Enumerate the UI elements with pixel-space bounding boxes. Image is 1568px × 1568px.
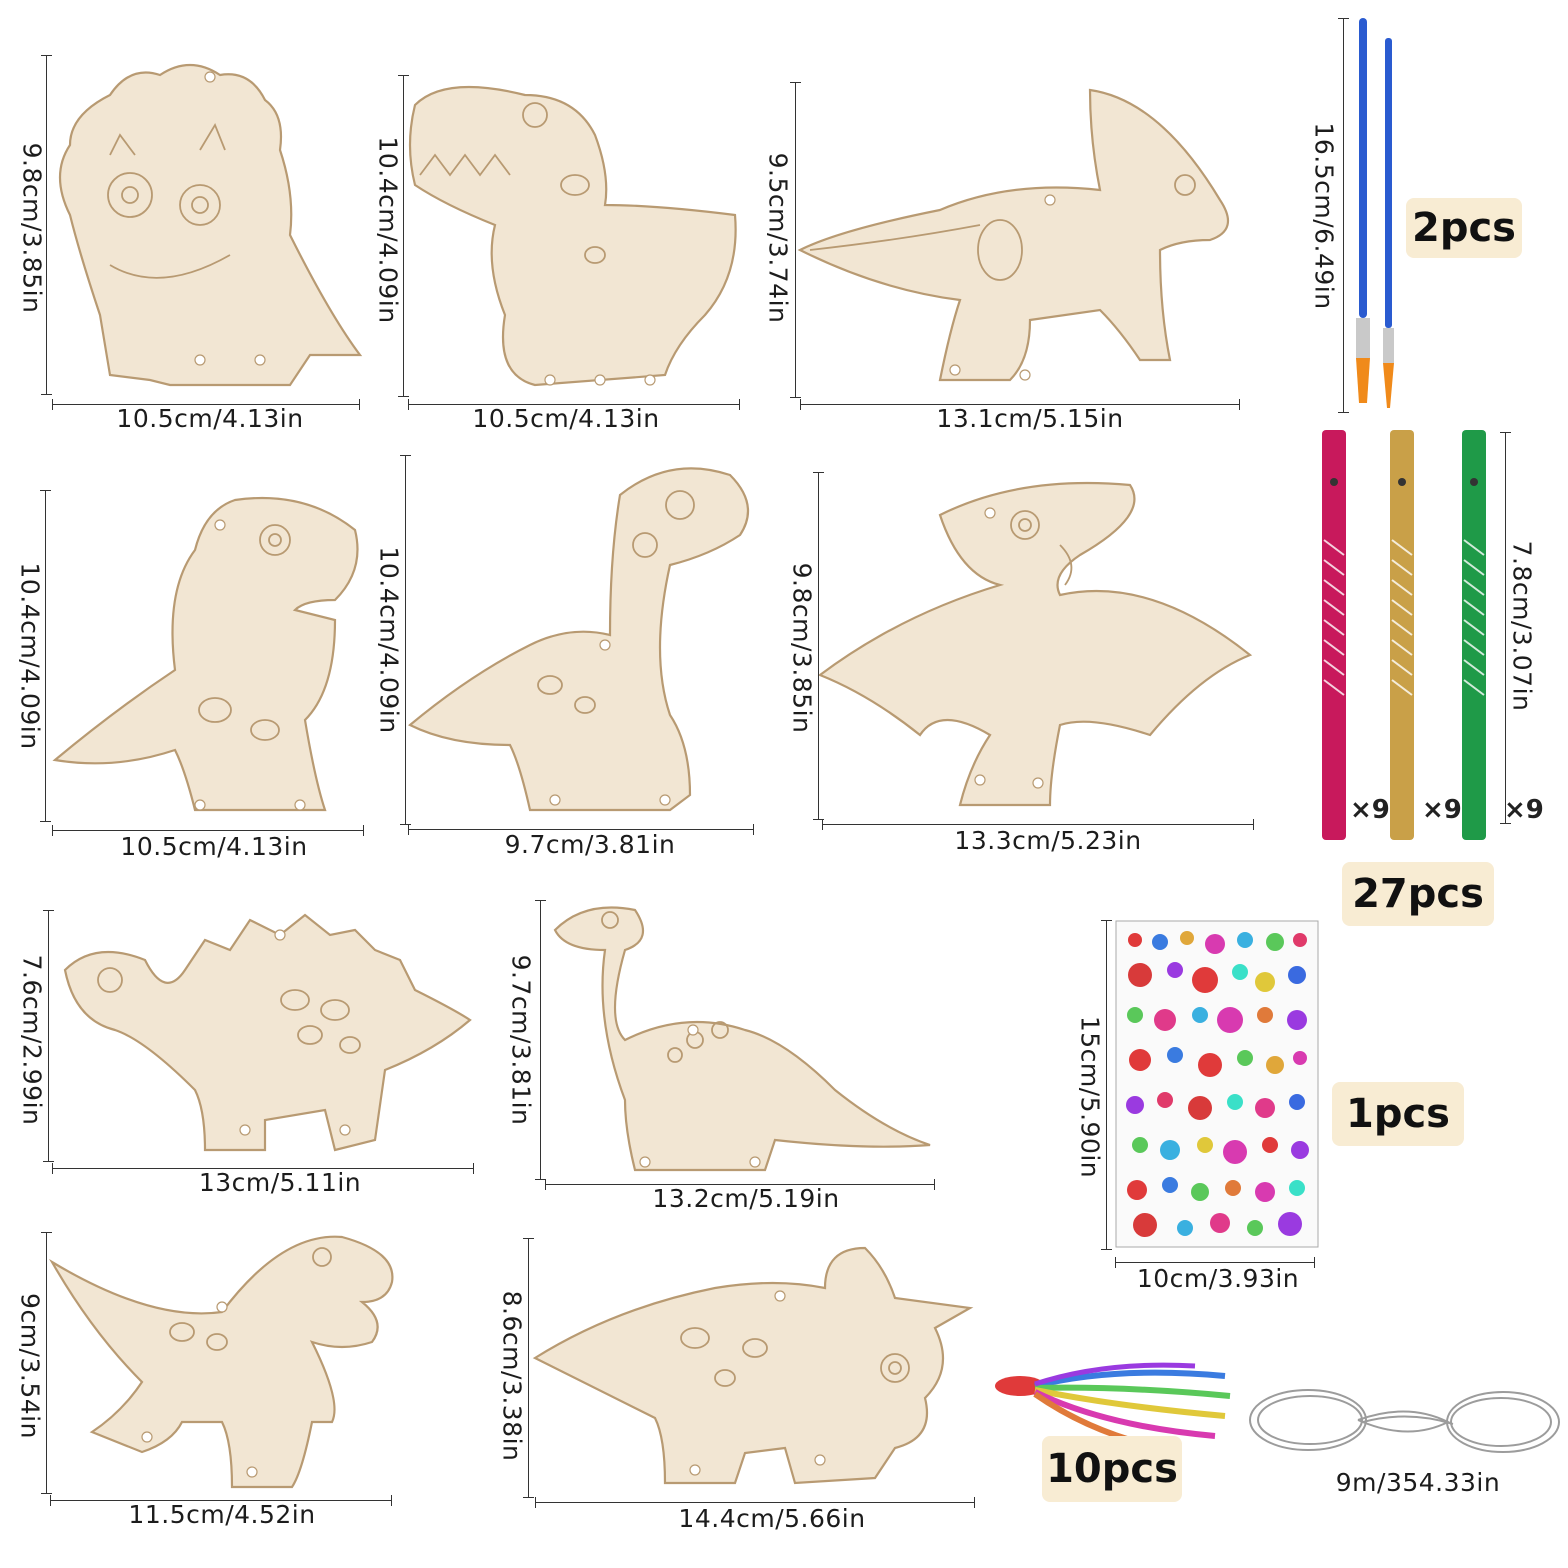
width-dimension-line xyxy=(52,399,360,410)
chime-tubes-icon xyxy=(1322,430,1486,840)
height-dimension-line xyxy=(41,1232,52,1494)
quantity-badge: 2pcs xyxy=(1406,198,1522,258)
trex-roaring-illustration xyxy=(48,1235,394,1489)
width-label: 10.5cm/4.13in xyxy=(116,404,304,433)
height-label: 7.8cm/3.07in xyxy=(1507,540,1537,712)
tube-quantity-3: ×9 xyxy=(1504,795,1544,825)
tube-quantity-2: ×9 xyxy=(1422,795,1462,825)
height-label: 9.8cm/3.85in xyxy=(787,562,817,734)
width-label: 13.3cm/5.23in xyxy=(954,826,1142,855)
width-dimension-line xyxy=(822,819,1254,830)
height-label: 7.6cm/2.99in xyxy=(17,954,47,1126)
height-label: 9.7cm/3.81in xyxy=(506,954,536,1126)
height-dimension-line xyxy=(43,910,54,1162)
height-label: 10.4cm/4.09in xyxy=(15,562,45,750)
width-label: 13.1cm/5.15in xyxy=(936,404,1124,433)
height-label: 10.4cm/4.09in xyxy=(373,136,403,324)
width-dimension-line xyxy=(408,824,754,835)
height-dimension-line xyxy=(813,472,824,820)
width-label: 9.7cm/3.81in xyxy=(504,830,676,859)
height-dimension-line xyxy=(398,75,409,397)
parasaurolophus-illustration xyxy=(797,88,1230,382)
width-label: 13.2cm/5.19in xyxy=(652,1184,840,1213)
height-dimension-line xyxy=(523,1238,534,1498)
height-label: 8.6cm/3.38in xyxy=(497,1290,527,1462)
sticker-sheet-icon xyxy=(1115,920,1319,1248)
height-dimension-line xyxy=(1101,920,1112,1250)
longneck-illustration xyxy=(408,467,750,812)
width-label: 10cm/3.93in xyxy=(1136,1264,1300,1293)
width-dimension-line xyxy=(545,1179,935,1190)
width-label: 13cm/5.11in xyxy=(198,1168,362,1197)
tube-quantity-1: ×9 xyxy=(1350,795,1390,825)
quantity-badge: 27pcs xyxy=(1342,862,1494,926)
width-dimension-line xyxy=(52,825,364,836)
triceratops-baby-illustration xyxy=(59,64,363,387)
height-label: 15cm/5.90in xyxy=(1075,1015,1105,1179)
height-dimension-line xyxy=(40,490,51,822)
length-label: 9m/354.33in xyxy=(1335,1468,1501,1497)
height-label: 10.4cm/4.09in xyxy=(374,546,404,734)
height-label: 9cm/3.54in xyxy=(15,1293,45,1439)
height-dimension-line xyxy=(400,455,411,825)
height-dimension-line xyxy=(790,82,801,398)
brachiosaurus-illustration xyxy=(553,906,931,1172)
trex-standing-illustration xyxy=(52,496,359,812)
width-dimension-line xyxy=(50,1495,392,1506)
width-label: 11.5cm/4.52in xyxy=(128,1500,316,1529)
width-dimension-line xyxy=(1115,1257,1315,1268)
trex-small-illustration xyxy=(408,85,737,387)
stegosaurus-illustration xyxy=(63,913,472,1152)
width-dimension-line xyxy=(408,399,740,410)
width-label: 14.4cm/5.66in xyxy=(678,1504,866,1533)
height-dimension-line xyxy=(1500,432,1511,824)
quantity-badge: 10pcs xyxy=(1042,1436,1182,1502)
width-label: 10.5cm/4.13in xyxy=(120,832,308,861)
height-label: 9.5cm/3.74in xyxy=(763,152,793,324)
quantity-badge: 1pcs xyxy=(1332,1082,1464,1146)
height-label: 16.5cm/6.49in xyxy=(1309,122,1339,310)
triceratops-illustration xyxy=(532,1246,974,1485)
height-dimension-line xyxy=(535,900,546,1180)
width-dimension-line xyxy=(52,1163,474,1174)
width-dimension-line xyxy=(800,399,1240,410)
width-label: 10.5cm/4.13in xyxy=(472,404,660,433)
width-dimension-line xyxy=(535,1497,975,1508)
cord-coil-icon xyxy=(1249,1389,1560,1453)
height-label: 9.8cm/3.85in xyxy=(17,142,47,314)
height-dimension-line xyxy=(41,55,52,395)
pterodactyl-illustration xyxy=(817,481,1253,807)
paint-brush-icon xyxy=(1356,18,1394,408)
height-dimension-line xyxy=(1338,18,1349,413)
